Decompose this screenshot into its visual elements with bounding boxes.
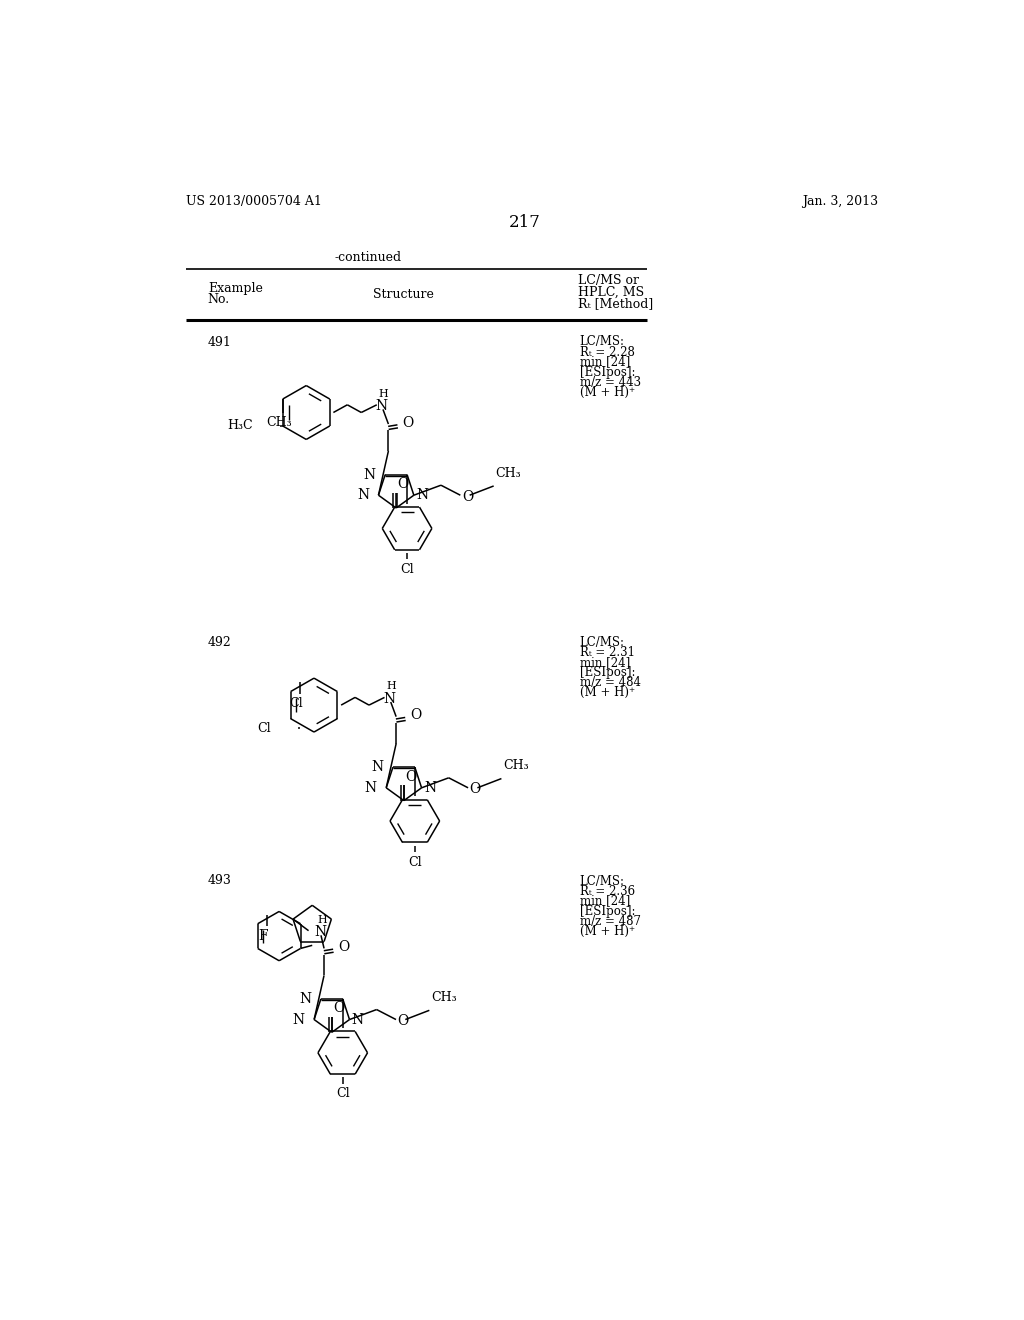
Text: CH₃: CH₃ bbox=[496, 467, 521, 479]
Text: 217: 217 bbox=[509, 214, 541, 231]
Text: H: H bbox=[386, 681, 396, 692]
Text: Cl: Cl bbox=[336, 1088, 349, 1101]
Text: Jan. 3, 2013: Jan. 3, 2013 bbox=[802, 195, 879, 209]
Text: N: N bbox=[357, 488, 370, 502]
Text: min [24]: min [24] bbox=[580, 355, 630, 368]
Text: -continued: -continued bbox=[335, 251, 401, 264]
Text: N: N bbox=[293, 1012, 305, 1027]
Text: CH₃: CH₃ bbox=[431, 991, 457, 1005]
Text: N: N bbox=[365, 781, 377, 795]
Text: F: F bbox=[258, 929, 267, 942]
Text: Structure: Structure bbox=[373, 288, 433, 301]
Text: Rₜ = 2.36: Rₜ = 2.36 bbox=[580, 884, 635, 898]
Text: m/z = 484: m/z = 484 bbox=[580, 676, 641, 689]
Text: O: O bbox=[410, 708, 421, 722]
Text: LC/MS:: LC/MS: bbox=[580, 335, 625, 348]
Text: LC/MS:: LC/MS: bbox=[580, 636, 625, 649]
Text: LC/MS:: LC/MS: bbox=[580, 875, 625, 887]
Text: [ESIpos]:: [ESIpos]: bbox=[580, 904, 635, 917]
Text: min [24]: min [24] bbox=[580, 895, 630, 908]
Text: O: O bbox=[462, 490, 473, 504]
Text: (M + H)⁺: (M + H)⁺ bbox=[580, 385, 635, 399]
Text: N: N bbox=[299, 991, 311, 1006]
Text: Rₜ [Method]: Rₜ [Method] bbox=[578, 297, 652, 310]
Text: No.: No. bbox=[208, 293, 230, 306]
Text: [ESIpos]:: [ESIpos]: bbox=[580, 665, 635, 678]
Text: CH₃: CH₃ bbox=[266, 416, 292, 429]
Text: N: N bbox=[416, 488, 428, 502]
Text: Cl: Cl bbox=[400, 564, 414, 576]
Text: O: O bbox=[402, 416, 414, 429]
Text: O: O bbox=[406, 770, 417, 784]
Text: 493: 493 bbox=[208, 875, 231, 887]
Text: m/z = 487: m/z = 487 bbox=[580, 915, 641, 928]
Text: Cl: Cl bbox=[257, 722, 271, 735]
Text: N: N bbox=[383, 692, 395, 706]
Text: [ESIpos]:: [ESIpos]: bbox=[580, 366, 635, 379]
Text: 492: 492 bbox=[208, 636, 231, 649]
Text: N: N bbox=[424, 781, 436, 795]
Text: LC/MS or: LC/MS or bbox=[578, 275, 639, 286]
Text: O: O bbox=[338, 940, 349, 954]
Text: O: O bbox=[397, 1014, 409, 1028]
Text: Rₜ = 2.31: Rₜ = 2.31 bbox=[580, 645, 635, 659]
Text: N: N bbox=[314, 925, 327, 940]
Text: O: O bbox=[334, 1002, 345, 1015]
Text: Cl: Cl bbox=[290, 697, 303, 710]
Text: min [24]: min [24] bbox=[580, 656, 630, 669]
Text: HPLC, MS: HPLC, MS bbox=[578, 285, 644, 298]
Text: (M + H)⁺: (M + H)⁺ bbox=[580, 924, 635, 937]
Text: O: O bbox=[397, 477, 409, 491]
Text: N: N bbox=[364, 467, 376, 482]
Text: H₃C: H₃C bbox=[227, 420, 253, 433]
Text: Rₜ = 2.28: Rₜ = 2.28 bbox=[580, 346, 635, 359]
Text: US 2013/0005704 A1: US 2013/0005704 A1 bbox=[186, 195, 322, 209]
Text: H: H bbox=[317, 915, 328, 924]
Text: CH₃: CH₃ bbox=[503, 759, 528, 772]
Text: (M + H)⁺: (M + H)⁺ bbox=[580, 686, 635, 698]
Text: 491: 491 bbox=[208, 335, 231, 348]
Text: Example: Example bbox=[208, 281, 263, 294]
Text: N: N bbox=[352, 1012, 364, 1027]
Text: m/z = 443: m/z = 443 bbox=[580, 376, 641, 388]
Text: O: O bbox=[470, 783, 481, 796]
Text: N: N bbox=[372, 760, 384, 774]
Text: H: H bbox=[378, 388, 388, 399]
Text: N: N bbox=[375, 400, 387, 413]
Text: Cl: Cl bbox=[408, 855, 422, 869]
